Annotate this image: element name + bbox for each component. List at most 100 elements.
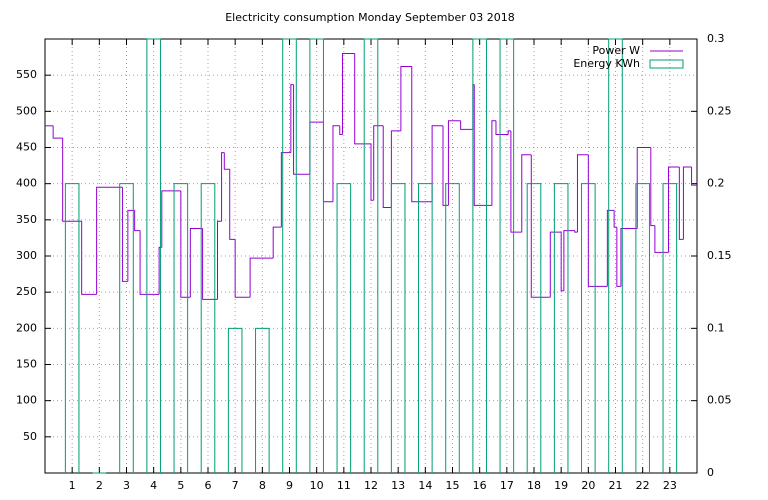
power-step: [510, 130, 522, 233]
x-tick-label: 16: [473, 479, 487, 492]
energy-box: [472, 38, 487, 473]
energy-box: [200, 183, 216, 473]
power-step: [280, 152, 291, 228]
power-step: [332, 125, 340, 202]
energy-box: [255, 327, 270, 473]
x-tick-label: 19: [554, 479, 568, 492]
energy-box: [336, 183, 352, 473]
y-tick-label: 250: [16, 285, 37, 298]
power-step: [96, 186, 123, 295]
power-step: [221, 152, 225, 222]
power-step: [272, 226, 282, 259]
energy-box: [119, 183, 134, 473]
x-tick-label: 1: [69, 479, 76, 492]
y2-tick-label: 0.1: [707, 321, 725, 334]
x-tick-label: 17: [500, 479, 514, 492]
power-step: [127, 209, 135, 282]
x-tick-label: 11: [337, 479, 351, 492]
power-step: [382, 125, 392, 209]
power-step: [507, 130, 511, 135]
y2-tick-label: 0.05: [707, 394, 732, 407]
power-step: [650, 147, 655, 227]
power-step: [229, 169, 236, 240]
power-step: [121, 187, 128, 282]
y-tick-label: 500: [16, 104, 37, 117]
y-tick-label: 350: [16, 213, 37, 226]
x-tick-label: 12: [364, 479, 378, 492]
power-step: [521, 154, 532, 233]
y-tick-label: 400: [16, 177, 37, 190]
power-step: [390, 130, 401, 208]
power-step: [613, 210, 617, 228]
x-tick-label: 15: [446, 479, 460, 492]
power-step: [223, 152, 230, 170]
y2-tick-label: 0: [707, 466, 714, 479]
power-step: [563, 230, 575, 291]
y2-tick-label: 0.3: [707, 32, 725, 45]
power-step: [134, 210, 141, 232]
x-tick-label: 8: [259, 479, 266, 492]
energy-box: [309, 38, 324, 473]
power-step: [354, 53, 371, 145]
power-step: [576, 154, 589, 233]
power-step: [370, 143, 374, 201]
power-step: [606, 209, 615, 287]
x-tick-label: 5: [177, 479, 184, 492]
x-tick-label: 23: [663, 479, 677, 492]
power-step: [373, 125, 384, 201]
power-step: [81, 221, 97, 295]
y2-tick-label: 0.15: [707, 249, 732, 262]
legend-label: Energy KWh: [573, 57, 640, 70]
power-step: [587, 154, 608, 287]
power-step: [442, 125, 449, 206]
power-step: [616, 227, 621, 287]
power-step: [495, 120, 509, 135]
energy-box: [499, 38, 515, 473]
power-step: [189, 228, 203, 298]
x-tick-label: 9: [286, 479, 293, 492]
x-tick-label: 13: [391, 479, 405, 492]
power-step: [691, 167, 697, 186]
energy-box: [635, 183, 650, 473]
x-tick-label: 4: [150, 479, 157, 492]
y-tick-label: 450: [16, 141, 37, 154]
power-step: [431, 125, 443, 202]
power-step: [530, 154, 551, 298]
power-step: [491, 120, 496, 206]
power-step: [62, 138, 82, 222]
x-tick-label: 20: [581, 479, 595, 492]
energy-box: [146, 38, 161, 473]
x-tick-label: 3: [123, 479, 130, 492]
power-step: [400, 65, 412, 131]
power-step: [217, 220, 222, 300]
power-step: [678, 167, 684, 240]
power-step: [682, 166, 692, 240]
energy-box: [390, 183, 406, 473]
power-step: [447, 120, 461, 206]
x-tick-label: 7: [232, 479, 239, 492]
power-step: [560, 232, 564, 292]
x-tick-label: 10: [310, 479, 324, 492]
legend-label: Power W: [592, 44, 640, 57]
y2-tick-label: 0.25: [707, 104, 732, 117]
y-tick-label: 200: [16, 321, 37, 334]
y-tick-label: 300: [16, 249, 37, 262]
energy-box: [581, 183, 596, 473]
power-step: [234, 239, 251, 298]
power-step: [293, 84, 310, 175]
power-step: [202, 228, 218, 300]
power-step: [341, 52, 355, 135]
power-step: [636, 147, 651, 229]
power-step: [339, 125, 343, 135]
power-step: [249, 257, 274, 298]
energy-box: [227, 327, 243, 473]
power-step: [620, 228, 638, 287]
energy-box: [282, 38, 297, 473]
energy-box: [418, 183, 433, 473]
energy-box: [445, 183, 460, 473]
power-step: [52, 125, 63, 139]
legend-swatch: [649, 59, 684, 69]
x-tick-label: 6: [205, 479, 212, 492]
x-tick-label: 22: [636, 479, 650, 492]
